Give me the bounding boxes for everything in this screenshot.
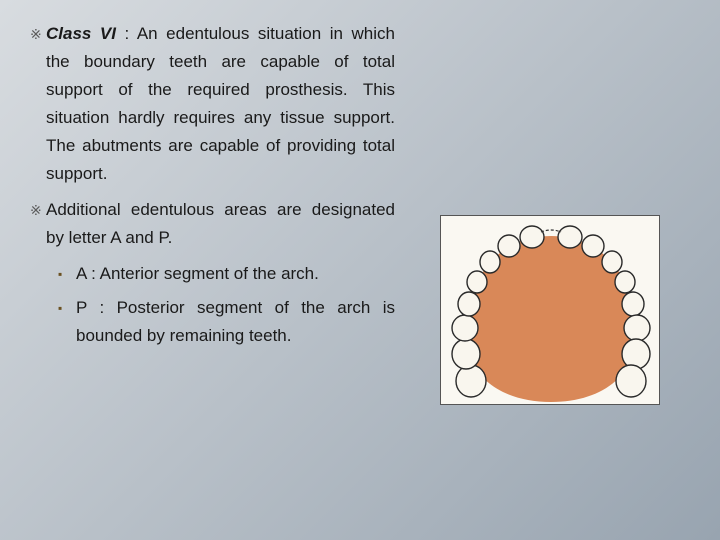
bullet-2-text: Additional edentulous areas are designat… (46, 196, 395, 252)
text-column: ※ Class VI : An edentulous situation in … (30, 20, 410, 520)
fleuron-bullet-icon: ※ (30, 20, 46, 188)
class-name-label: Class VI (46, 24, 116, 43)
bullet-1-body: : An edentulous situation in which the b… (46, 24, 395, 183)
bullet-item-1: ※ Class VI : An edentulous situation in … (30, 20, 395, 188)
sub-a-text: A : Anterior segment of the arch. (76, 260, 395, 288)
sub-bullet-item-p: ▪ P : Posterior segment of the arch is b… (58, 294, 395, 350)
dental-arch-illustration (440, 215, 660, 405)
square-bullet-icon: ▪ (58, 260, 76, 288)
figure-column (410, 20, 690, 520)
bullet-item-2: ※ Additional edentulous areas are design… (30, 196, 395, 252)
bullet-1-text: Class VI : An edentulous situation in wh… (46, 20, 395, 188)
sub-bullet-list: ▪ A : Anterior segment of the arch. ▪ P … (30, 260, 395, 350)
square-bullet-icon: ▪ (58, 294, 76, 350)
sub-p-text: P : Posterior segment of the arch is bou… (76, 294, 395, 350)
dental-arch-svg (441, 216, 660, 405)
slide-content: ※ Class VI : An edentulous situation in … (0, 0, 720, 540)
sub-bullet-item-a: ▪ A : Anterior segment of the arch. (58, 260, 395, 288)
fleuron-bullet-icon: ※ (30, 196, 46, 252)
